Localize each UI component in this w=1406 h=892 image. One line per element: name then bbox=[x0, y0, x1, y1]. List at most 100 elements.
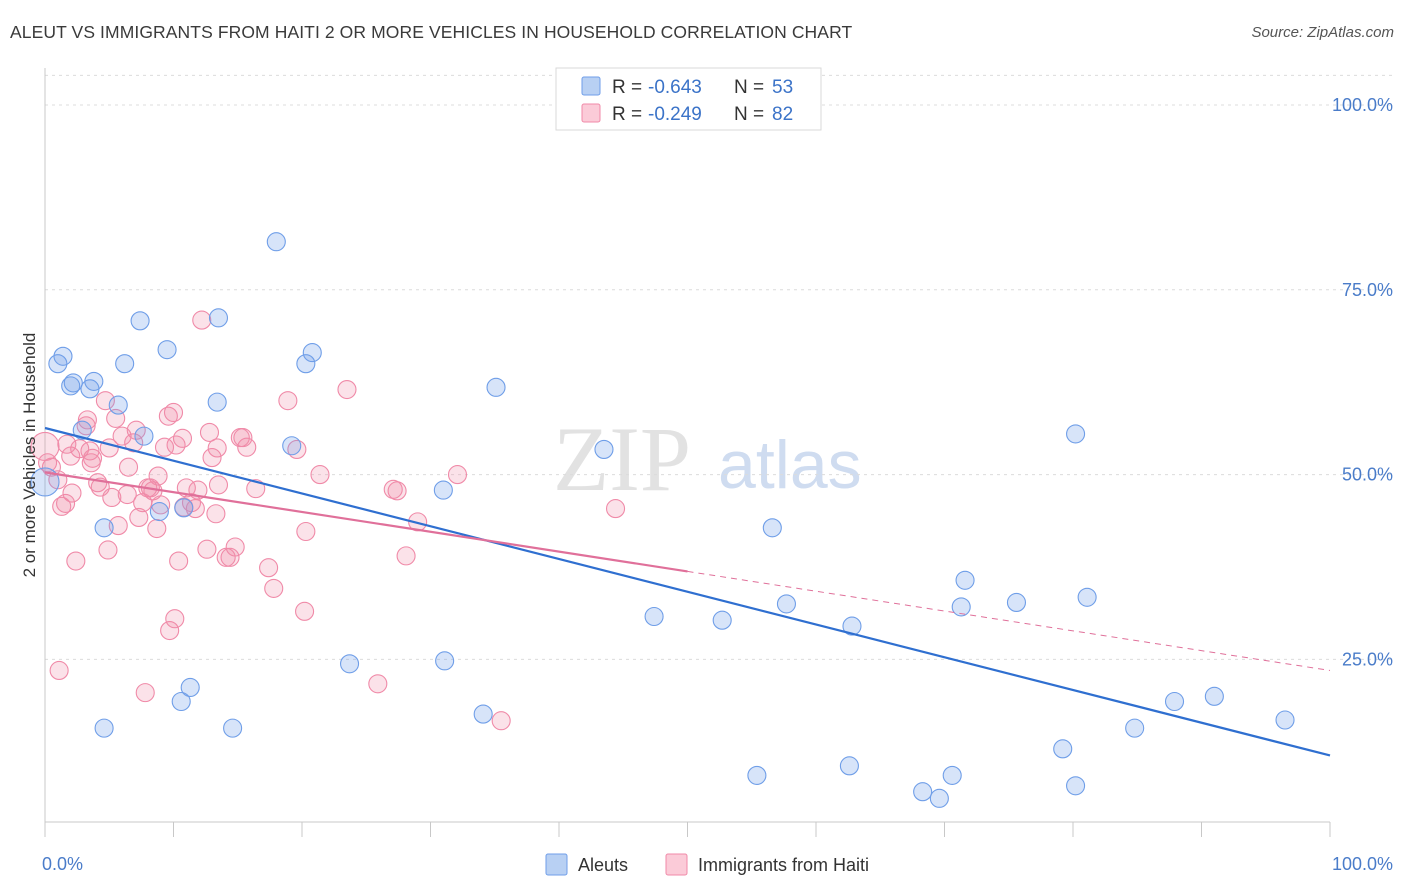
haiti-point bbox=[202, 448, 222, 468]
haiti-point bbox=[169, 551, 189, 571]
haiti-point bbox=[126, 420, 146, 440]
haiti-point bbox=[295, 601, 315, 621]
haiti-point bbox=[225, 537, 245, 557]
legend-label-aleuts: Aleuts bbox=[578, 855, 628, 875]
aleut-point bbox=[1275, 710, 1295, 730]
aleut-point bbox=[913, 782, 933, 802]
haiti-point bbox=[246, 479, 266, 499]
y-tick-label: 50.0% bbox=[1342, 465, 1393, 485]
aleut-point bbox=[171, 691, 191, 712]
haiti-point bbox=[310, 465, 330, 485]
legend-swatch-aleuts bbox=[581, 76, 601, 96]
chart-title: ALEUT VS IMMIGRANTS FROM HAITI 2 OR MORE… bbox=[10, 22, 853, 42]
aleut-point bbox=[473, 704, 493, 724]
aleut-point bbox=[486, 377, 506, 397]
legend-swatch-haiti bbox=[581, 103, 601, 123]
aleut-point bbox=[130, 311, 150, 331]
aleut-point bbox=[433, 480, 453, 500]
legend-swatch-aleuts bbox=[545, 853, 568, 876]
watermark-atlas: atlas bbox=[718, 427, 862, 503]
haiti-point bbox=[172, 428, 193, 448]
source-credit: Source: ZipAtlas.com bbox=[1251, 24, 1394, 41]
tick-labels: 100.0% 75.0% 50.0% 25.0% 0.0% 100.0% bbox=[42, 95, 1393, 874]
legend-n-value: 82 bbox=[772, 104, 793, 125]
haiti-point bbox=[62, 483, 82, 503]
legend-swatch-haiti bbox=[665, 853, 688, 876]
aleut-point bbox=[174, 498, 194, 518]
watermark-zip: ZIP bbox=[553, 408, 691, 510]
aleut-point bbox=[149, 501, 169, 522]
aleut-point bbox=[762, 518, 782, 538]
haiti-point bbox=[95, 391, 115, 411]
haiti-point bbox=[387, 481, 407, 501]
aleut-point bbox=[94, 718, 114, 738]
y-tick-label: 25.0% bbox=[1342, 649, 1393, 669]
aleut-point bbox=[644, 606, 664, 627]
aleut-point bbox=[157, 340, 177, 360]
aleut-point bbox=[1077, 587, 1097, 607]
aleut-point bbox=[1053, 739, 1073, 759]
aleut-point bbox=[53, 346, 73, 366]
aleut-point bbox=[747, 765, 767, 785]
legend-label-haiti: Immigrants from Haiti bbox=[698, 855, 869, 875]
haiti-point bbox=[151, 495, 171, 515]
aleut-point bbox=[955, 570, 975, 590]
y-tick-label: 75.0% bbox=[1342, 280, 1393, 300]
haiti-point bbox=[56, 493, 76, 513]
haiti-point bbox=[287, 439, 307, 459]
haiti-point bbox=[220, 547, 240, 567]
grid-lines bbox=[45, 74, 1393, 660]
haiti-point bbox=[259, 558, 279, 578]
axes bbox=[44, 68, 1331, 837]
aleut-point bbox=[63, 373, 83, 393]
legend-n-value: 53 bbox=[772, 77, 793, 98]
haiti-point bbox=[368, 674, 388, 694]
aleut-point bbox=[929, 788, 949, 808]
aleut-point bbox=[108, 395, 128, 415]
aleut-point bbox=[61, 376, 81, 396]
haiti-point bbox=[337, 380, 357, 400]
legend-r-label: R = bbox=[612, 104, 642, 125]
aleut-point bbox=[776, 594, 796, 614]
aleut-point bbox=[72, 420, 92, 440]
aleut-point bbox=[180, 677, 200, 698]
haiti-point bbox=[199, 422, 220, 442]
aleut-point bbox=[282, 436, 302, 456]
haiti-point bbox=[197, 539, 217, 559]
haiti-point bbox=[206, 504, 226, 524]
haiti-point bbox=[108, 516, 128, 536]
aleut-point bbox=[84, 371, 104, 391]
haiti-point bbox=[605, 499, 626, 519]
aleut-point bbox=[1066, 776, 1086, 796]
haiti-point bbox=[148, 466, 168, 486]
trend-lines bbox=[44, 426, 1331, 757]
aleut-point bbox=[266, 232, 286, 252]
haiti-point bbox=[396, 546, 416, 566]
aleut-point bbox=[208, 308, 229, 328]
aleut-point bbox=[1066, 424, 1086, 444]
haiti-point bbox=[77, 410, 97, 430]
haiti-trend-line bbox=[44, 471, 688, 573]
haiti-point bbox=[49, 660, 69, 681]
haiti-point bbox=[192, 310, 212, 330]
aleut-point bbox=[435, 651, 455, 671]
aleut-point bbox=[302, 343, 322, 363]
haiti-point bbox=[491, 711, 511, 731]
haiti-point bbox=[129, 507, 149, 527]
haiti-point bbox=[118, 457, 139, 477]
aleut-point bbox=[712, 610, 732, 630]
haiti-point bbox=[165, 609, 185, 629]
aleut-point bbox=[1204, 686, 1224, 706]
legend-r-value: -0.249 bbox=[648, 104, 702, 125]
aleut-point bbox=[115, 354, 135, 374]
haiti-point bbox=[147, 518, 167, 539]
haiti-point bbox=[296, 521, 316, 542]
haiti-point bbox=[230, 428, 250, 448]
haiti-point bbox=[124, 433, 144, 453]
haiti-point bbox=[207, 438, 227, 458]
haiti-point bbox=[208, 475, 229, 495]
haiti-point bbox=[163, 402, 184, 423]
aleut-point bbox=[223, 718, 243, 738]
haiti-point bbox=[278, 391, 298, 411]
